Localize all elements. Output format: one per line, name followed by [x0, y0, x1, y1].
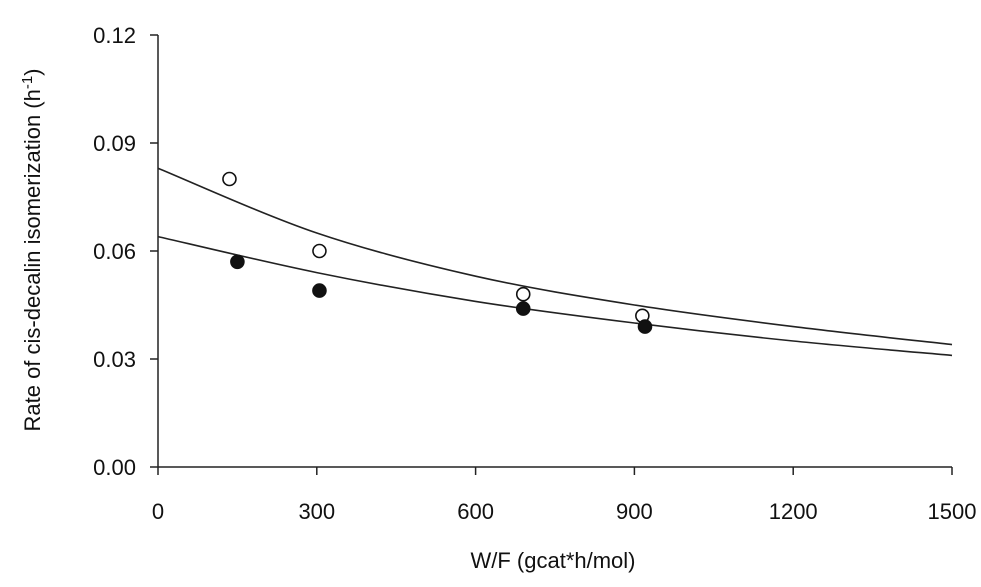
data-point-filled: [230, 254, 245, 270]
y-tick-label: 0.06: [93, 239, 136, 264]
fit-curve-series-1: [157, 167, 953, 346]
fit-curve-series-2: [157, 235, 953, 357]
ticks: 0 300 600 900 1200 1500 0.00 0.03 0.06 0.09 0.12: [93, 23, 976, 524]
data-point-open: [222, 171, 237, 187]
data-point-filled: [637, 319, 653, 334]
x-tick-label: 1500: [928, 499, 977, 524]
y-axis-title: Rate of cis-decalin isomerization (h-1): [19, 68, 45, 431]
x-axis-title: W/F (gcat*h/mol): [470, 548, 635, 573]
x-tick-label: 300: [298, 499, 335, 524]
x-tick-label: 900: [616, 499, 653, 524]
fit-curves: [157, 167, 953, 357]
data-point-filled: [312, 283, 327, 298]
x-tick-label: 600: [457, 499, 494, 524]
data-point-open: [312, 243, 327, 259]
data-point-filled: [515, 301, 531, 316]
y-axis-title-main: Rate of cis-decalin isomerization (h: [20, 89, 45, 431]
y-tick-label: 0.09: [93, 131, 136, 156]
y-tick-label: 0.00: [93, 455, 136, 480]
y-axis-title-close: ): [20, 68, 45, 75]
y-tick-label: 0.03: [93, 347, 136, 372]
x-tick-label: 0: [152, 499, 164, 524]
data-points: [222, 171, 653, 334]
data-point-open: [515, 286, 531, 302]
x-tick-label: 1200: [769, 499, 818, 524]
y-axis-title-superscript: -1: [19, 76, 36, 89]
axes: [157, 35, 952, 468]
y-tick-label: 0.12: [93, 23, 136, 48]
